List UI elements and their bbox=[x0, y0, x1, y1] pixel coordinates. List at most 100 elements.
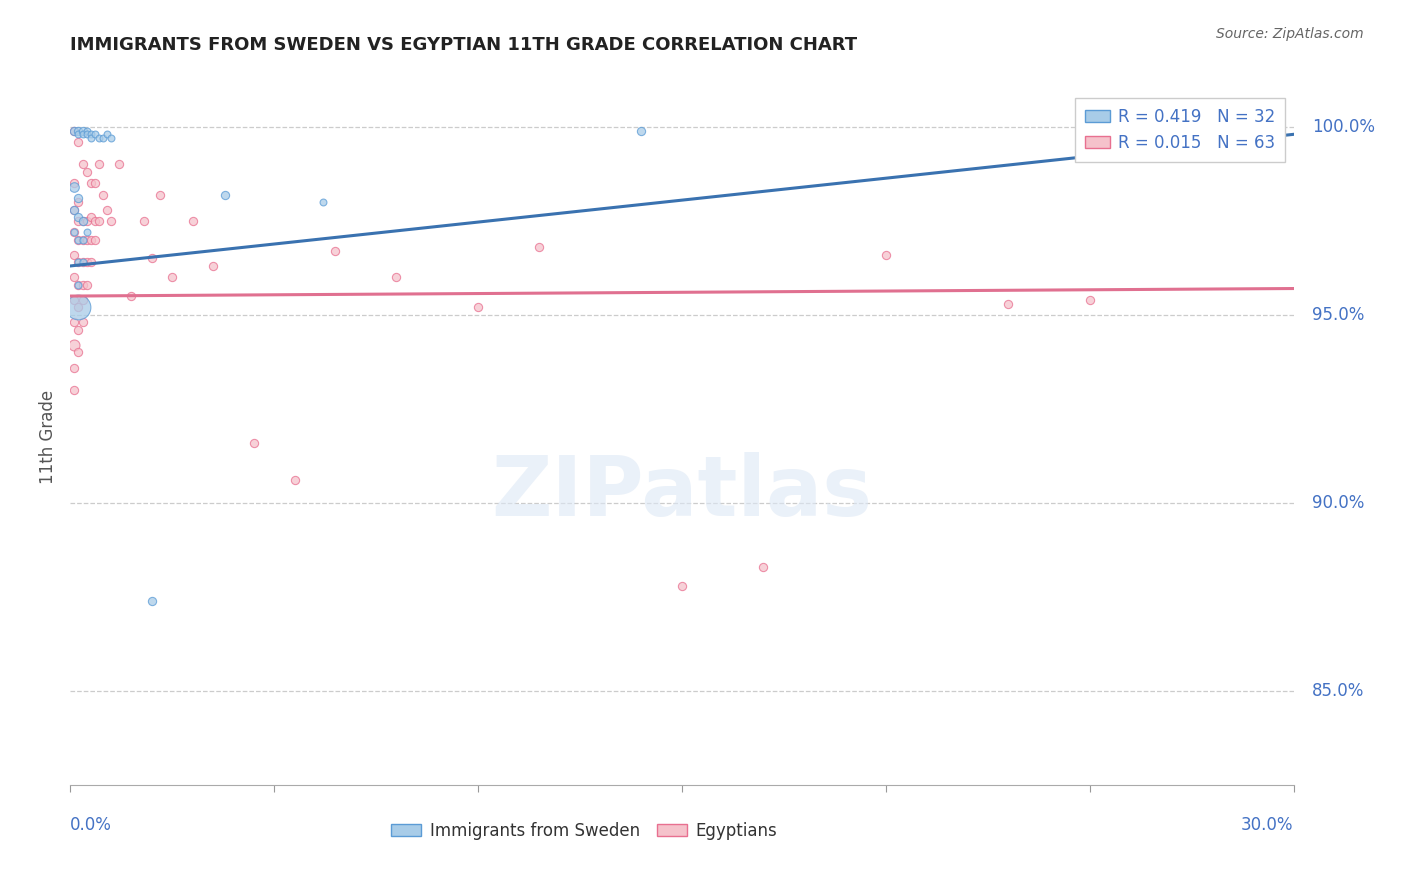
Text: IMMIGRANTS FROM SWEDEN VS EGYPTIAN 11TH GRADE CORRELATION CHART: IMMIGRANTS FROM SWEDEN VS EGYPTIAN 11TH … bbox=[70, 36, 858, 54]
Point bbox=[72, 214, 94, 228]
Point bbox=[83, 176, 105, 190]
Text: Source: ZipAtlas.com: Source: ZipAtlas.com bbox=[1216, 27, 1364, 41]
Point bbox=[63, 383, 86, 397]
Point bbox=[67, 277, 90, 292]
Point bbox=[100, 214, 122, 228]
Point bbox=[67, 301, 90, 315]
Point bbox=[72, 255, 94, 269]
Point bbox=[76, 214, 98, 228]
Point bbox=[67, 123, 90, 137]
Point bbox=[83, 214, 105, 228]
Point bbox=[284, 473, 307, 487]
Point bbox=[67, 255, 90, 269]
Point bbox=[63, 202, 86, 217]
Point bbox=[67, 323, 90, 337]
Point bbox=[76, 233, 98, 247]
Point bbox=[79, 210, 103, 224]
Point bbox=[76, 225, 98, 239]
Point bbox=[96, 128, 118, 142]
Point bbox=[63, 293, 86, 307]
Point bbox=[243, 435, 266, 450]
Point bbox=[72, 128, 94, 142]
Point bbox=[67, 233, 90, 247]
Point bbox=[181, 214, 204, 228]
Point bbox=[76, 123, 98, 137]
Point bbox=[83, 233, 105, 247]
Point bbox=[96, 202, 118, 217]
Point bbox=[79, 131, 103, 145]
Point bbox=[67, 277, 90, 292]
Point bbox=[323, 244, 347, 258]
Point bbox=[72, 214, 94, 228]
Point bbox=[72, 315, 94, 329]
Point bbox=[67, 233, 90, 247]
Point bbox=[63, 123, 86, 137]
Point bbox=[312, 194, 335, 209]
Point bbox=[67, 301, 90, 315]
Point bbox=[72, 233, 94, 247]
Point bbox=[79, 255, 103, 269]
Point bbox=[63, 315, 86, 329]
Point bbox=[63, 225, 86, 239]
Point bbox=[67, 214, 90, 228]
Point bbox=[630, 123, 652, 137]
Point bbox=[76, 128, 98, 142]
Point bbox=[63, 123, 86, 137]
Point bbox=[100, 131, 122, 145]
Text: 100.0%: 100.0% bbox=[1312, 118, 1375, 136]
Point bbox=[63, 360, 86, 375]
Point bbox=[63, 270, 86, 285]
Point bbox=[141, 593, 163, 607]
Point bbox=[79, 233, 103, 247]
Text: 85.0%: 85.0% bbox=[1312, 682, 1364, 700]
Point bbox=[997, 296, 1019, 310]
Point bbox=[149, 187, 172, 202]
Point bbox=[63, 248, 86, 262]
Point bbox=[83, 128, 105, 142]
Point bbox=[132, 214, 155, 228]
Text: 0.0%: 0.0% bbox=[70, 816, 112, 834]
Point bbox=[1078, 293, 1101, 307]
Point bbox=[72, 277, 94, 292]
Point bbox=[72, 255, 94, 269]
Point bbox=[76, 165, 98, 179]
Point bbox=[214, 187, 236, 202]
Point bbox=[671, 579, 693, 593]
Point bbox=[72, 233, 94, 247]
Point bbox=[67, 191, 90, 205]
Point bbox=[87, 131, 110, 145]
Point bbox=[63, 202, 86, 217]
Point bbox=[141, 252, 163, 266]
Point bbox=[202, 259, 225, 273]
Point bbox=[875, 248, 897, 262]
Point bbox=[63, 225, 86, 239]
Y-axis label: 11th Grade: 11th Grade bbox=[39, 390, 58, 484]
Point bbox=[91, 131, 114, 145]
Point bbox=[529, 240, 551, 254]
Point bbox=[63, 338, 86, 352]
Point bbox=[72, 293, 94, 307]
Point bbox=[752, 559, 775, 574]
Point bbox=[67, 128, 90, 142]
Point bbox=[72, 123, 94, 137]
Legend: Immigrants from Sweden, Egyptians: Immigrants from Sweden, Egyptians bbox=[385, 815, 783, 847]
Point bbox=[67, 345, 90, 359]
Point bbox=[121, 289, 143, 303]
Point bbox=[63, 176, 86, 190]
Point bbox=[91, 187, 114, 202]
Point bbox=[67, 210, 90, 224]
Point bbox=[162, 270, 183, 285]
Point bbox=[72, 157, 94, 171]
Point bbox=[76, 277, 98, 292]
Point bbox=[79, 128, 103, 142]
Point bbox=[63, 180, 86, 194]
Point bbox=[385, 270, 408, 285]
Point bbox=[1160, 120, 1182, 134]
Point bbox=[76, 255, 98, 269]
Point bbox=[79, 176, 103, 190]
Text: 90.0%: 90.0% bbox=[1312, 494, 1364, 512]
Point bbox=[67, 194, 90, 209]
Point bbox=[67, 255, 90, 269]
Text: 30.0%: 30.0% bbox=[1241, 816, 1294, 834]
Text: ZIPatlas: ZIPatlas bbox=[492, 452, 872, 533]
